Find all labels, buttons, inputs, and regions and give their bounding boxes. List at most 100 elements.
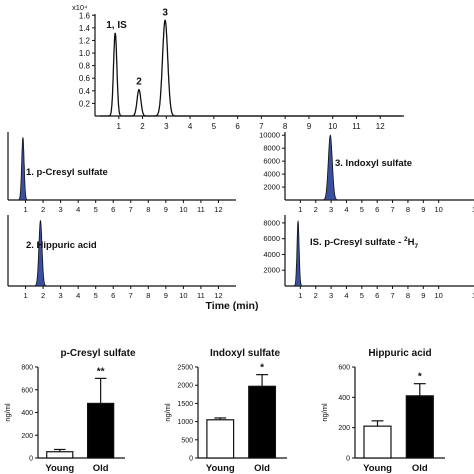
x-tick-label: 1	[298, 291, 302, 300]
x-tick-label: 11	[352, 122, 361, 131]
x-tick-label: 2	[314, 205, 318, 214]
x-tick-label: 2	[41, 205, 45, 214]
bar-chart-title: Indoxyl sulfate	[210, 348, 280, 359]
bar-young	[46, 451, 74, 459]
y-tick-label: 6000	[263, 234, 280, 243]
x-tick-label: 6	[375, 291, 379, 300]
category-label: Young	[45, 463, 74, 474]
x-tick-label: 10	[434, 205, 442, 214]
x-tick-label: 7	[259, 122, 264, 131]
y-tick-label: 0	[189, 456, 193, 463]
y-tick-label: 8000	[263, 144, 280, 153]
x-tick-label: 2	[41, 291, 45, 300]
x-tick-label: 7	[129, 291, 133, 300]
x-tick-label: 6	[235, 122, 240, 131]
y-tick-label: 500	[181, 437, 193, 444]
x-tick-label: 4	[76, 205, 80, 214]
peak-label: 3	[162, 7, 168, 18]
y-tick-label: 600	[21, 387, 33, 394]
x-tick-label: 9	[164, 291, 168, 300]
x-tick-label: 8	[406, 205, 410, 214]
x-tick-label: 10	[179, 205, 187, 214]
x-tick-label: 3	[164, 122, 169, 131]
category-label: Young	[363, 463, 392, 474]
x-tick-label: 4	[188, 122, 193, 131]
bar-old	[86, 402, 115, 459]
bar-young	[363, 425, 392, 459]
x-tick-label: 4	[76, 291, 80, 300]
y-tick-label: 0.8	[79, 62, 91, 71]
y-tick-label: 4000	[263, 250, 280, 259]
x-tick-label: 9	[307, 122, 312, 131]
significance-marker: *	[418, 372, 422, 383]
y-tick-label: 1.2	[79, 36, 91, 45]
x-tick-label: 3	[59, 205, 63, 214]
category-label: Young	[206, 463, 235, 474]
y-tick-label: 1.0	[79, 49, 91, 58]
bar-old	[248, 385, 277, 459]
trace-label-main: IS. p-Cresyl sulfate -	[310, 237, 404, 248]
trace-label: 3. Indoxyl sulfate	[335, 158, 412, 169]
x-tick-label: 11	[197, 205, 205, 214]
trace-label: IS. p-Cresyl sulfate - 2H7	[310, 236, 418, 250]
y-tick-label: 200	[338, 425, 350, 432]
x-tick-label: 11	[197, 291, 205, 300]
x-tick-label: 5	[212, 122, 217, 131]
x-tick-label: 1	[472, 205, 474, 214]
x-tick-label: 2	[140, 122, 145, 131]
y-tick-label: 0.2	[79, 99, 91, 108]
y-multiplier-label: x10⁴	[72, 3, 87, 12]
bar-chart-title: p-Cresyl sulfate	[60, 348, 135, 359]
significance-marker: **	[97, 366, 105, 377]
x-tick-label: 10	[434, 291, 442, 300]
y-tick-label: 2500	[177, 365, 193, 372]
x-tick-label: 1	[298, 205, 302, 214]
x-tick-label: 6	[111, 291, 115, 300]
x-tick-label: 12	[376, 122, 385, 131]
y-tick-label: 1.6	[79, 11, 91, 20]
x-tick-label: 1	[23, 205, 27, 214]
x-tick-label: 6	[111, 205, 115, 214]
y-tick-label: 0	[346, 456, 350, 463]
overview-chromatogram: 1 2 3 4 5 6 7 8 9 10 11 120.20.40.60.81.01.21.41.6x…	[72, 3, 404, 131]
x-tick-label: 10	[179, 291, 187, 300]
y-tick-label: 2000	[177, 383, 193, 390]
indoxyl-sulfate-chromatogram: 1 2 3 4 5 6 7 8 9 10 1 2000 4000 6000 8000 10000 3. Indo…	[259, 131, 474, 214]
x-axis-title: Time (min)	[206, 300, 259, 312]
chromatogram-trace	[99, 19, 402, 117]
category-label: Old	[412, 463, 428, 474]
peak-label: 1, IS	[106, 20, 127, 31]
peak-area	[18, 137, 28, 201]
x-tick-label: 1	[117, 122, 122, 131]
y-axis-title: ng/ml	[3, 403, 12, 422]
indoxyl-sulfate-bar-chart: 0 500 1000 1500 2000 2500 Indoxyl sulfate ng/ml…	[163, 348, 287, 474]
x-tick-label: 9	[421, 291, 425, 300]
trace-label-superscript: 2	[404, 236, 408, 243]
trace-label: 1. p-Cresyl sulfate	[26, 167, 108, 178]
y-tick-label: 1500	[177, 401, 193, 408]
x-tick-label: 5	[360, 291, 364, 300]
bar-old	[405, 395, 434, 459]
x-tick-label: 3	[329, 205, 333, 214]
x-tick-label: 2	[314, 291, 318, 300]
x-tick-label: 12	[214, 205, 222, 214]
y-tick-label: 1.4	[79, 24, 91, 33]
y-tick-label: 2000	[263, 183, 280, 192]
y-tick-label: 600	[338, 365, 350, 372]
x-tick-label: 1	[23, 291, 27, 300]
x-tick-label: 5	[94, 205, 98, 214]
y-axis-title: ng/ml	[320, 403, 329, 422]
category-label: Old	[93, 463, 109, 474]
y-tick-label: 8000	[263, 218, 280, 227]
x-tick-label: 12	[214, 291, 222, 300]
x-tick-label: 8	[283, 122, 288, 131]
y-tick-label: 400	[21, 410, 33, 417]
bar-chart-title: Hippuric acid	[368, 348, 431, 359]
x-tick-label: 8	[146, 205, 150, 214]
peak-area	[322, 134, 339, 201]
y-tick-label: 400	[338, 395, 350, 402]
x-tick-label: 9	[164, 205, 168, 214]
significance-marker: *	[260, 363, 264, 374]
trace-label: 2. Hippuric acid	[26, 240, 97, 251]
